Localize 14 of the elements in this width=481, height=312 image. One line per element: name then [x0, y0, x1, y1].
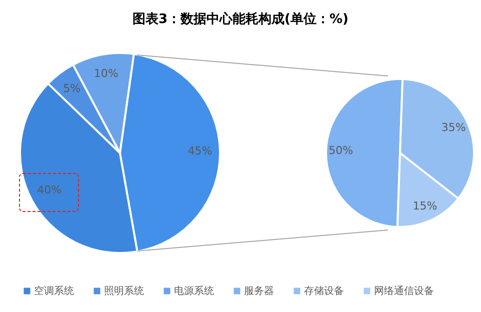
data-label: 50%: [328, 144, 354, 157]
legend-label: 网络通信设备: [374, 285, 434, 297]
data-label: 45%: [188, 144, 212, 158]
data-label: 35%: [441, 120, 466, 134]
chart-title: 图表3：数据中心能耗构成(单位：%): [132, 11, 348, 27]
data-label: 40%: [37, 184, 62, 197]
legend-label: 服务器: [244, 285, 274, 297]
legend-label: 电源系统: [174, 285, 214, 297]
data-label: 15%: [412, 200, 438, 213]
legend-label: 照明系统: [104, 285, 144, 297]
legend-label: 存储设备: [304, 285, 344, 297]
legend-label: 空调系统: [34, 285, 74, 297]
data-label: 5%: [63, 82, 81, 96]
data-label: 10%: [94, 67, 118, 80]
